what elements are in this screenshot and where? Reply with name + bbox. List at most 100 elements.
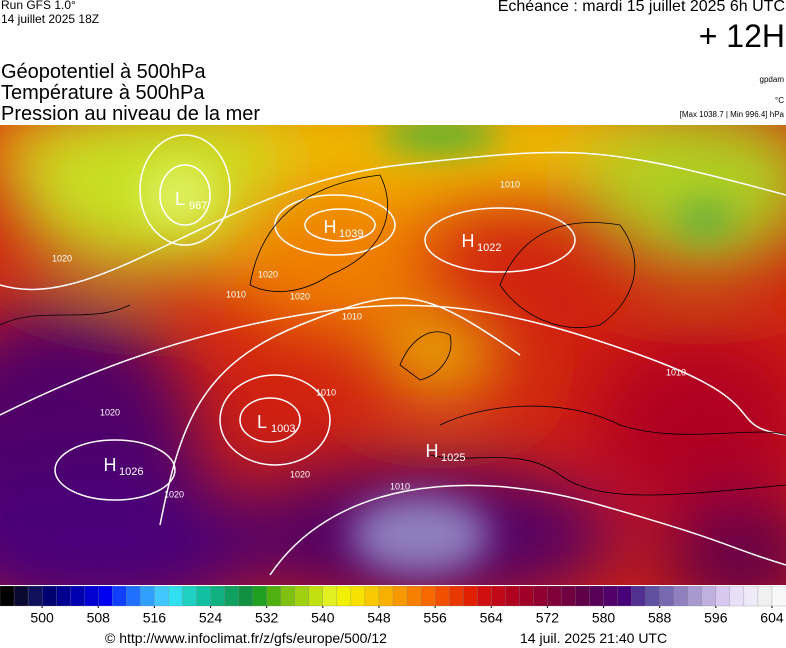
center-value: 1003 xyxy=(271,423,295,435)
tick-label: 604 xyxy=(760,610,784,626)
isobar-label: 1020 xyxy=(164,489,184,499)
color-swatch xyxy=(491,586,506,607)
tick-label: 596 xyxy=(704,610,728,626)
color-swatch xyxy=(589,586,604,607)
tick-label: 500 xyxy=(30,610,54,626)
color-swatch xyxy=(392,586,408,607)
color-swatch xyxy=(575,586,590,607)
color-swatch xyxy=(280,586,296,607)
color-swatch xyxy=(98,586,113,607)
center-value: 987 xyxy=(189,200,207,212)
color-swatch xyxy=(238,586,254,607)
tick-label: 548 xyxy=(367,610,391,626)
color-swatch xyxy=(0,586,15,607)
isobar-label: 1010 xyxy=(316,387,336,397)
center-type: L xyxy=(175,189,185,209)
center-value: 1022 xyxy=(477,242,501,254)
color-swatch xyxy=(701,586,717,607)
color-swatch xyxy=(448,586,464,607)
color-swatch xyxy=(322,586,338,607)
color-swatch xyxy=(112,586,127,607)
title: Température à 500hPa xyxy=(1,82,205,104)
color-swatch xyxy=(533,586,548,607)
color-swatch xyxy=(266,586,282,607)
color-swatch xyxy=(55,586,71,607)
color-swatch xyxy=(547,586,562,607)
color-swatch xyxy=(715,586,731,607)
color-swatch xyxy=(519,586,534,607)
center-type: H xyxy=(462,231,475,251)
center-value: 1026 xyxy=(119,466,143,478)
isobar-label: 1010 xyxy=(390,481,410,491)
unit: gpdam xyxy=(759,75,784,84)
color-swatch xyxy=(41,586,57,607)
unit: °C xyxy=(775,96,784,105)
isobar-label: 1010 xyxy=(226,289,246,299)
color-swatch xyxy=(140,586,155,607)
timestamp: 14 juil. 2025 21:40 UTC xyxy=(520,630,668,646)
color-swatch xyxy=(294,586,310,607)
color-swatch xyxy=(364,586,380,607)
color-swatch xyxy=(378,586,394,607)
tick-label: 532 xyxy=(255,610,279,626)
isobar-label: 1010 xyxy=(500,179,520,189)
isobars xyxy=(0,134,786,576)
color-swatch xyxy=(505,586,520,607)
color-swatch xyxy=(252,586,268,607)
color-swatch xyxy=(336,586,352,607)
color-swatch xyxy=(13,586,29,607)
tick-label: 508 xyxy=(87,610,111,626)
center-type: H xyxy=(426,441,439,461)
tick-label: 564 xyxy=(480,610,504,626)
color-swatch xyxy=(757,586,773,607)
tick-label: 516 xyxy=(143,610,167,626)
unit: [Max 1038.7 | Min 996.4] hPa xyxy=(679,110,784,119)
color-swatch xyxy=(27,586,43,607)
color-swatch xyxy=(420,586,436,607)
title: Pression au niveau de la mer xyxy=(1,103,261,125)
color-swatch xyxy=(406,586,422,607)
color-swatch xyxy=(210,586,226,607)
isobar-label: 1020 xyxy=(100,407,120,417)
color-swatch xyxy=(645,586,661,607)
color-swatch xyxy=(308,586,324,607)
run: Run GFS 1.0° xyxy=(1,0,76,12)
title: Géopotentiel à 500hPa xyxy=(1,61,206,83)
color-swatch xyxy=(743,586,759,607)
center-type: H xyxy=(104,455,117,475)
color-swatch xyxy=(463,586,478,607)
color-swatch xyxy=(434,586,450,607)
color-swatch xyxy=(631,586,647,607)
tick-label: 588 xyxy=(648,610,672,626)
isobar-label: 1020 xyxy=(290,291,310,301)
color-swatch xyxy=(154,586,169,607)
colorbar: 500 508 516 524 532 540 548 556 564 572 580 588 596 6… xyxy=(0,586,786,626)
isobar-label: 1020 xyxy=(290,469,310,479)
tick-label: 524 xyxy=(199,610,223,626)
color-swatch xyxy=(603,586,619,607)
forecast: Echéance : mardi 15 juillet 2025 6h UTC xyxy=(497,0,785,15)
center-value: 1039 xyxy=(339,228,363,240)
color-swatch xyxy=(687,586,703,607)
color-swatch xyxy=(126,586,141,607)
coastlines xyxy=(0,174,786,496)
tick-label: 580 xyxy=(592,610,616,626)
color-swatch xyxy=(561,586,576,607)
color-swatch xyxy=(84,586,99,607)
center-type: H xyxy=(324,217,337,237)
color-swatch xyxy=(771,586,786,607)
isobar-label: 1020 xyxy=(52,253,72,263)
run-date: 14 juillet 2025 18Z xyxy=(1,12,100,26)
color-swatch xyxy=(617,586,633,607)
color-swatch xyxy=(224,586,240,607)
tick-label: 572 xyxy=(536,610,560,626)
color-swatch xyxy=(196,586,211,607)
color-swatch xyxy=(673,586,689,607)
isobar-label: 1010 xyxy=(666,367,686,377)
source: © http://www.infoclimat.fr/z/gfs/europe/… xyxy=(105,630,387,646)
color-swatch xyxy=(168,586,183,607)
isobar-label: 1010 xyxy=(342,311,362,321)
tick-label: 556 xyxy=(423,610,447,626)
